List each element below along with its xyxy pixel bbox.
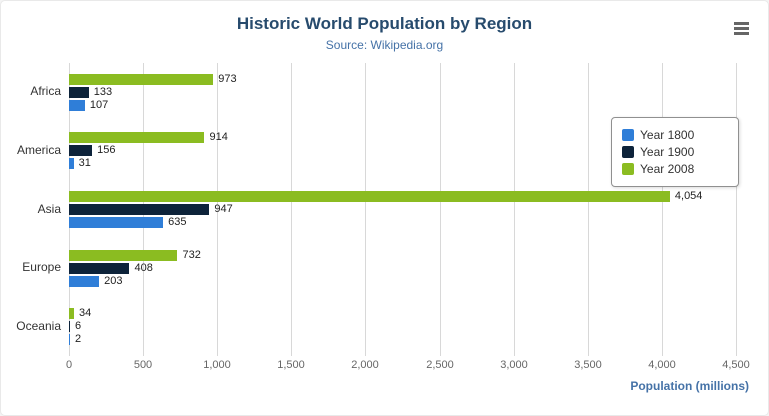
y-axis-category-labels: Africa America Asia Europe Oceania	[1, 63, 61, 356]
legend-label: Year 1800	[640, 128, 695, 142]
bar-year-1900-africa[interactable]	[69, 86, 89, 98]
bar-year-2008-america[interactable]	[69, 132, 205, 144]
bar-value-label: 732	[182, 248, 201, 261]
gridline	[514, 63, 515, 356]
bar-year-1800-america[interactable]	[69, 158, 74, 170]
legend-item-year-1800[interactable]: Year 1800	[622, 128, 728, 142]
bar-year-1800-asia[interactable]	[69, 217, 164, 228]
bar-value-label: 34	[79, 307, 92, 320]
legend-item-year-2008[interactable]: Year 2008	[622, 162, 728, 176]
bar-year-1800-oceania[interactable]	[69, 334, 70, 346]
x-axis-tick-labels: 0 500 1,000 1,500 2,000 2,500 3,000 3,500 4,000 4…	[65, 359, 750, 373]
legend-item-year-1900[interactable]: Year 1900	[622, 145, 728, 159]
bar-year-2008-asia[interactable]	[69, 191, 670, 202]
x-tick-label: 4,000	[648, 359, 676, 371]
hamburger-icon	[734, 22, 750, 35]
gridline	[662, 63, 663, 356]
gridline	[291, 63, 292, 356]
y-axis-label: America	[16, 142, 61, 157]
x-tick-label: 1,500	[277, 359, 305, 371]
bar-year-1800-africa[interactable]	[69, 99, 85, 111]
gridline	[588, 63, 589, 356]
bar-value-label: 31	[78, 157, 91, 170]
bar-year-1900-europe[interactable]	[69, 262, 130, 274]
bar-value-label: 203	[104, 274, 123, 287]
gridline	[365, 63, 366, 356]
plot-area: 973 133 107 914 156 31 4,054 947 635 732 408 203 34 6…	[69, 63, 737, 356]
bar-value-label: 947	[214, 203, 233, 215]
bar-year-2008-oceania[interactable]	[69, 308, 75, 320]
bar-value-label: 2	[75, 333, 82, 346]
legend-swatch-year-2008	[622, 163, 634, 175]
chart-title: Historic World Population by Region	[236, 14, 533, 33]
y-axis-label: Oceania	[16, 318, 61, 333]
bar-year-2008-africa[interactable]	[69, 73, 214, 85]
bar-year-1800-europe[interactable]	[69, 275, 100, 287]
x-axis-title: Population (millions)	[630, 379, 749, 393]
x-tick-label: 500	[133, 359, 153, 371]
export-menu-button[interactable]	[730, 19, 754, 39]
bar-year-2008-europe[interactable]	[69, 249, 178, 261]
legend: Year 1800 Year 1900 Year 2008	[611, 117, 739, 187]
x-tick-label: 2,000	[351, 359, 379, 371]
bar-year-1900-oceania[interactable]	[69, 321, 70, 333]
bar-value-label: 4,054	[674, 190, 703, 202]
legend-label: Year 2008	[640, 162, 695, 176]
bar-value-label: 156	[97, 144, 116, 157]
bar-value-label: 635	[168, 216, 187, 228]
legend-label: Year 1900	[640, 145, 695, 159]
bar-value-label: 408	[134, 261, 153, 274]
x-tick-label: 3,000	[500, 359, 528, 371]
y-axis-label: Asia	[37, 201, 61, 216]
y-axis-label: Africa	[30, 84, 61, 99]
bar-value-label: 973	[218, 72, 237, 85]
bar-value-label: 914	[209, 131, 228, 144]
bar-year-1900-asia[interactable]	[69, 204, 210, 215]
bar-value-label: 133	[93, 85, 113, 98]
legend-swatch-year-1900	[622, 146, 634, 158]
y-axis-label: Europe	[22, 260, 61, 275]
x-tick-label: 4,500	[722, 359, 750, 371]
gridline	[217, 63, 218, 356]
bar-value-label: 107	[89, 98, 109, 111]
bar-value-label: 6	[75, 320, 82, 333]
legend-swatch-year-1800	[622, 129, 634, 141]
x-tick-label: 0	[65, 359, 73, 371]
gridline	[736, 63, 737, 356]
x-tick-label: 1,000	[203, 359, 231, 371]
chart-subtitle: Source: Wikipedia.org	[325, 38, 444, 52]
gridline	[440, 63, 441, 356]
bar-year-1900-america[interactable]	[69, 145, 93, 157]
x-tick-label: 3,500	[574, 359, 602, 371]
x-tick-label: 2,500	[426, 359, 454, 371]
